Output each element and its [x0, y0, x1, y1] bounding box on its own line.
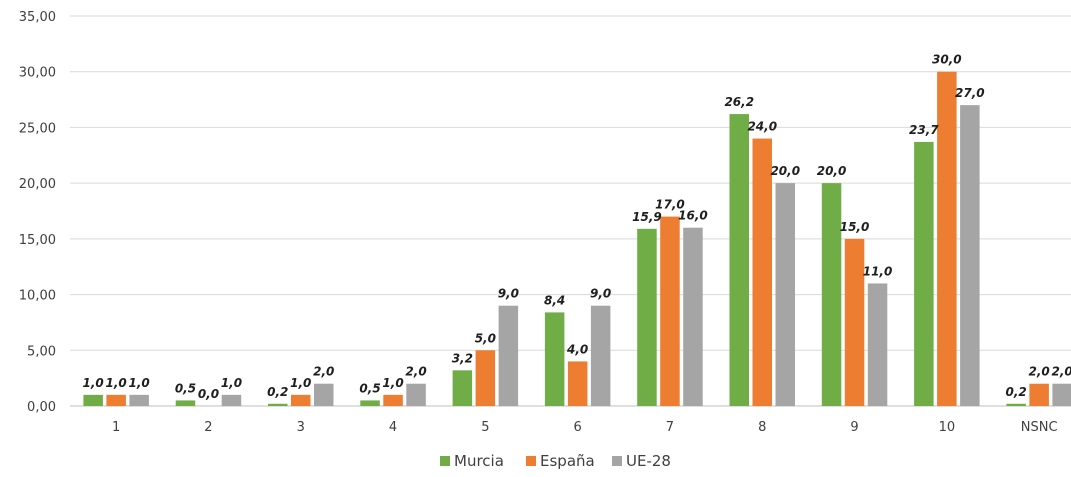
bar-ue-28-nsnc	[1052, 383, 1071, 406]
bar-murcia-6	[544, 312, 565, 406]
y-tick-label: 35,00	[19, 10, 56, 25]
data-label: 20,0	[770, 164, 800, 178]
legend-swatch	[526, 456, 536, 466]
data-label: 11,0	[863, 264, 893, 278]
data-label: 30,0	[932, 53, 962, 67]
data-label: 16,0	[678, 209, 708, 223]
data-label: 15,0	[840, 220, 870, 234]
data-label: 27,0	[955, 86, 985, 100]
data-label: 2,0	[405, 365, 426, 379]
x-tick-label: 10	[939, 420, 956, 435]
bar-ue-28-8	[775, 183, 795, 406]
bar-murcia-nsnc	[1006, 403, 1026, 406]
bar-murcia-4	[360, 400, 380, 406]
x-tick-label: 9	[850, 420, 858, 435]
bar-espa-a-5	[475, 350, 496, 406]
x-tick-label: 1	[112, 420, 120, 435]
y-tick-label: 15,00	[19, 233, 56, 248]
legend-label: España	[540, 452, 595, 470]
x-tick-label: 4	[389, 420, 397, 435]
data-label: 1,0	[83, 376, 104, 390]
legend-swatch	[440, 456, 450, 466]
bar-ue-28-6	[590, 305, 611, 406]
data-label: 15,9	[632, 210, 662, 224]
x-tick-label: 5	[481, 420, 489, 435]
bar-murcia-8	[729, 114, 749, 407]
bar-espa-a-6	[567, 361, 588, 406]
bar-espa-a-nsnc	[1029, 383, 1049, 406]
bar-murcia-7	[637, 228, 657, 406]
data-label: 23,7	[909, 123, 939, 137]
bar-ue-28-3	[314, 383, 334, 406]
bar-ue-28-5	[498, 305, 519, 406]
x-tick-label: 2	[204, 420, 212, 435]
bar-murcia-10	[914, 141, 934, 406]
y-tick-label: 25,00	[19, 121, 56, 136]
data-label: 9,0	[498, 287, 519, 301]
data-label: 26,2	[724, 95, 754, 109]
bar-espa-a-10	[937, 71, 957, 406]
data-label: 17,0	[655, 198, 685, 212]
y-tick-label: 30,00	[19, 66, 56, 81]
data-label: 1,0	[290, 376, 311, 390]
y-tick-label: 10,00	[19, 289, 56, 304]
data-label: 0,5	[359, 381, 380, 395]
bar-ue-28-2	[221, 394, 242, 406]
x-tick-label: 8	[758, 420, 766, 435]
bar-ue-28-4	[406, 383, 426, 406]
data-label: 2,0	[313, 365, 334, 379]
y-axis-ticks: 0,00 5,00 10,00 15,00 20,00 25,00 30,00 35,00	[19, 10, 56, 415]
data-label: 5,0	[475, 331, 496, 345]
bar-murcia-5	[452, 370, 473, 406]
bar-espa-a-4	[383, 394, 403, 406]
data-label: 8,4	[544, 293, 565, 307]
bar-murcia-1	[83, 394, 103, 406]
bar-ue-28-7	[683, 227, 703, 406]
x-tick-label: 3	[297, 420, 305, 435]
x-tick-label: NSNC	[1021, 420, 1058, 435]
data-label: 2,0	[1029, 365, 1050, 379]
x-tick-label: 7	[666, 420, 674, 435]
y-tick-label: 0,00	[27, 400, 56, 415]
y-tick-label: 5,00	[27, 344, 56, 359]
data-label: 1,0	[129, 376, 150, 390]
data-labels: 1,0 1,0 1,0 0,5 0,01,00,21,02,00,5 1,02,03,25…	[83, 53, 1071, 401]
data-label: 3,2	[452, 351, 473, 365]
bar-espa-a-7	[660, 216, 680, 406]
bars	[83, 71, 1071, 407]
x-tick-label: 6	[574, 420, 582, 435]
data-label: 0,2	[1006, 385, 1027, 399]
x-axis-ticks: 1 2 3 4 5 6 7 8 9 10 NSNC	[112, 420, 1058, 435]
bar-espa-a-3	[291, 394, 311, 406]
bar-espa-a-8	[752, 138, 772, 407]
data-label: 0,2	[267, 385, 288, 399]
bar-ue-28-10	[960, 105, 980, 407]
data-label: 0,5	[175, 381, 196, 395]
gridlines	[70, 15, 1071, 407]
bar-murcia-3	[268, 403, 288, 406]
legend-swatch	[612, 456, 622, 466]
data-label: 24,0	[747, 120, 777, 134]
bar-espa-a-1	[106, 394, 126, 406]
data-label: 20,0	[817, 164, 847, 178]
legend-label: Murcia	[454, 452, 504, 470]
legend-label: UE-28	[626, 452, 671, 470]
data-label: 1,0	[106, 376, 127, 390]
bar-murcia-2	[175, 400, 196, 406]
bar-espa-a-9	[844, 238, 865, 406]
data-label: 1,0	[221, 376, 242, 390]
data-label: 9,0	[590, 287, 611, 301]
data-label: 2,0	[1052, 365, 1071, 379]
data-label: 0,0	[198, 387, 219, 401]
legend: Murcia España UE-28	[440, 452, 671, 470]
y-tick-label: 20,00	[19, 177, 56, 192]
bar-ue-28-1	[129, 394, 149, 406]
data-label: 4,0	[566, 342, 588, 356]
data-label: 1,0	[382, 376, 403, 390]
bar-murcia-9	[821, 183, 842, 406]
bar-ue-28-9	[867, 283, 888, 406]
